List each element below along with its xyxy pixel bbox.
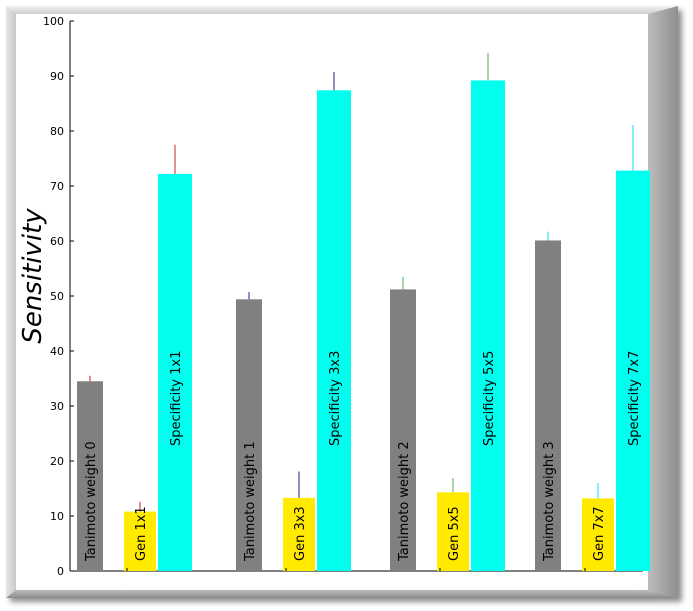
bar	[158, 173, 192, 571]
y-axis-label: Sensitivity	[18, 208, 48, 344]
bar	[582, 498, 614, 571]
y-tick-label: 20	[50, 455, 64, 468]
y-tick-label: 70	[50, 180, 64, 193]
bar-label: Tanimoto weight 1	[243, 441, 258, 562]
bar	[283, 497, 315, 571]
y-tick-label: 100	[43, 15, 64, 28]
bar-label: Gen 3x3	[293, 506, 308, 561]
y-tick-label: 30	[50, 400, 64, 413]
y-tick-label: 40	[50, 345, 64, 358]
bar-label: Gen 5x5	[447, 506, 462, 561]
bar	[236, 299, 262, 571]
y-tick-label: 80	[50, 125, 64, 138]
bar-label: Tanimoto weight 2	[397, 441, 412, 562]
bar	[317, 90, 351, 572]
bar	[616, 170, 650, 571]
bar-label: Specificity 7x7	[627, 351, 642, 446]
bar	[437, 492, 469, 571]
bar-label: Specificity 5x5	[482, 351, 497, 446]
bar-label: Gen 7x7	[592, 506, 607, 561]
plot-area: 0 10 20 30 40 50 60 70 80 90 100 Sensitivity Tanimot…	[18, 15, 650, 578]
y-tick-label: 60	[50, 235, 64, 248]
y-tick-label: 10	[50, 510, 64, 523]
bar	[535, 240, 561, 571]
y-tick-label: 50	[50, 290, 64, 303]
bar	[390, 289, 416, 571]
bar-label: Tanimoto weight 3	[542, 441, 557, 562]
bar	[77, 381, 103, 571]
y-tick-label: 0	[57, 565, 64, 578]
bar	[124, 511, 156, 571]
y-tick-label: 90	[50, 70, 64, 83]
bar	[471, 80, 505, 572]
bar-label: Specificity 1x1	[169, 351, 184, 446]
bar-label: Tanimoto weight 0	[84, 441, 99, 562]
bar-label: Gen 1x1	[134, 506, 149, 561]
bar-label: Specificity 3x3	[328, 351, 343, 446]
